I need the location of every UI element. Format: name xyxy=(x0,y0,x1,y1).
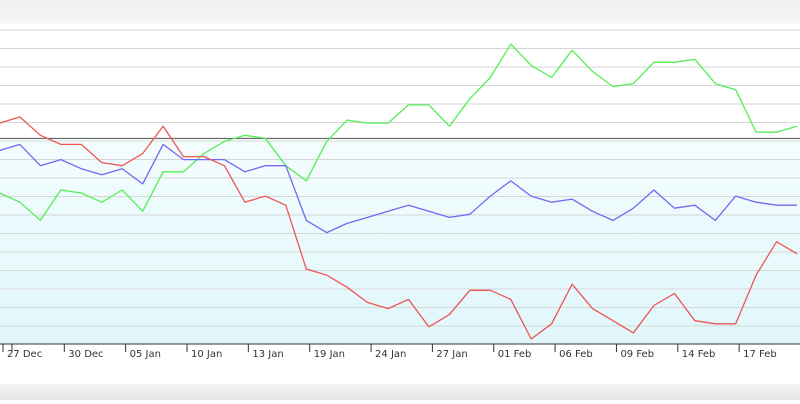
series-line-2 xyxy=(0,143,797,234)
series-line-1 xyxy=(0,43,798,222)
x-tick-label: 09 Feb xyxy=(620,349,654,360)
x-tick-label: 01 Feb xyxy=(498,349,532,360)
x-tick-label: 24 Jan xyxy=(375,349,406,360)
lower-band xyxy=(0,138,800,344)
x-tick-label: 27 Dec xyxy=(7,349,42,360)
x-tick-label: 19 Jan xyxy=(314,349,345,360)
x-tick-label: 10 Jan xyxy=(191,349,222,360)
x-tick-label: 13 Jan xyxy=(252,349,283,360)
x-tick-label: 14 Feb xyxy=(682,349,716,360)
chart-header-bar xyxy=(0,0,800,24)
series-line-3 xyxy=(0,116,798,340)
x-tick-label: 06 Feb xyxy=(559,349,593,360)
x-tick-label: 27 Jan xyxy=(436,349,467,360)
x-tick-label: 17 Feb xyxy=(743,349,777,360)
x-tick-label: 30 Dec xyxy=(68,349,103,360)
x-tick-label: 05 Jan xyxy=(130,349,161,360)
chart-footer-bar xyxy=(0,384,800,400)
